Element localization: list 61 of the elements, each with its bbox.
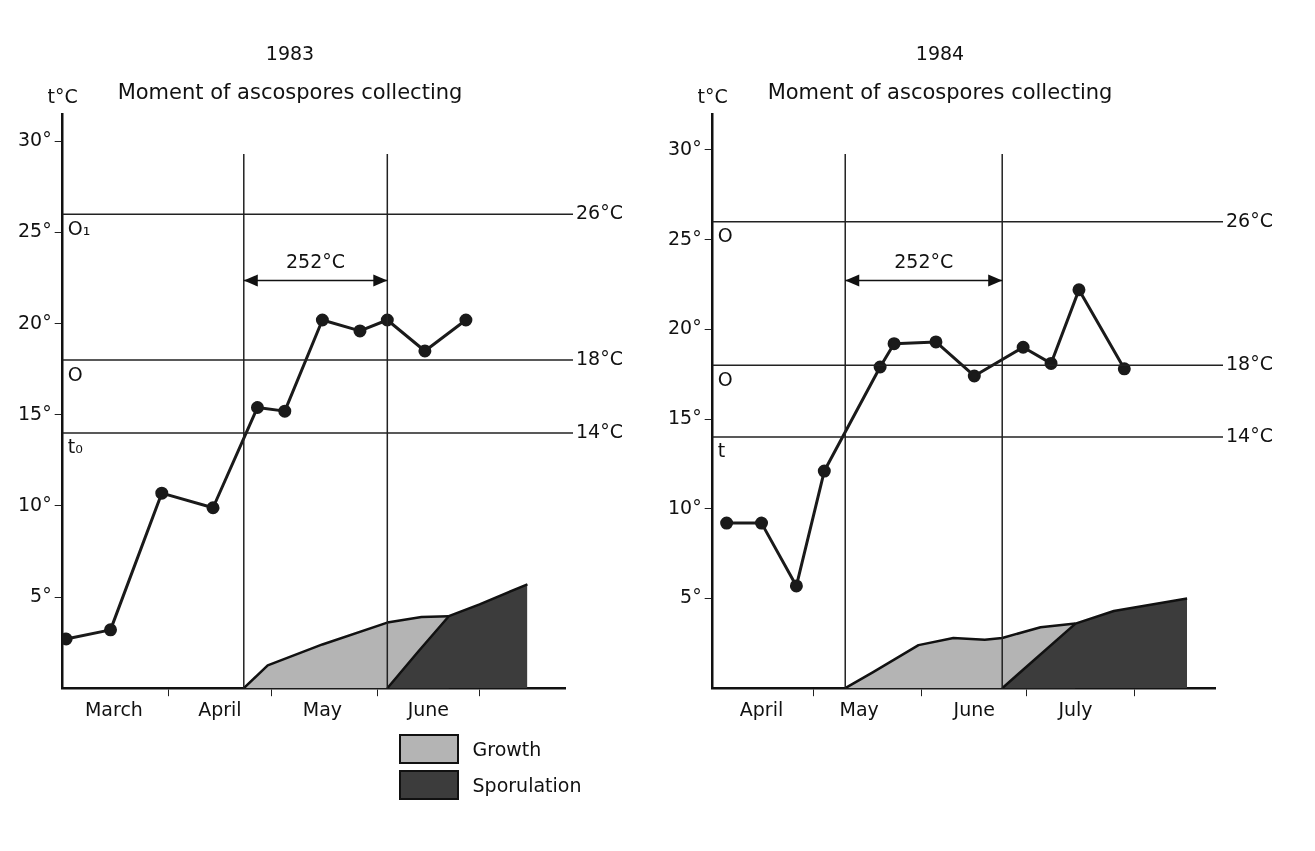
chart-subtitle: Moment of ascospores collecting bbox=[767, 79, 1113, 104]
y-tick-label: 30° bbox=[667, 136, 702, 159]
y-tick-label: 30° bbox=[17, 128, 52, 151]
ref-line-label: 26°C bbox=[1226, 208, 1273, 231]
y-axis-title: t°C bbox=[697, 85, 728, 108]
y-tick-label: 5° bbox=[30, 583, 52, 606]
point bbox=[155, 486, 169, 500]
x-tick-label: May bbox=[839, 697, 879, 720]
point bbox=[278, 404, 292, 418]
point bbox=[817, 464, 831, 478]
x-tick-label: April bbox=[198, 697, 242, 720]
point bbox=[250, 400, 264, 414]
point bbox=[353, 324, 367, 338]
ref-line-label: 18°C bbox=[576, 347, 623, 370]
legend-label: Growth bbox=[472, 738, 542, 760]
ref-line-label: 18°C bbox=[1226, 352, 1273, 375]
y-tick-label: 25° bbox=[17, 219, 52, 242]
point bbox=[206, 501, 220, 515]
chart-title: 1983 bbox=[265, 42, 315, 65]
ref-line-label: 14°C bbox=[1226, 423, 1273, 446]
point bbox=[459, 313, 473, 327]
point bbox=[967, 369, 981, 383]
x-tick-label: July bbox=[1057, 697, 1093, 720]
point bbox=[1016, 340, 1030, 354]
y-tick-label: 15° bbox=[667, 405, 702, 428]
y-tick-label: 20° bbox=[667, 316, 702, 339]
legend-label: Sporulation bbox=[472, 774, 582, 796]
y-tick-label: 20° bbox=[17, 310, 52, 333]
annotation: O bbox=[717, 224, 733, 247]
x-tick-label: March bbox=[84, 697, 143, 720]
annotation: t₀ bbox=[67, 435, 83, 458]
point bbox=[929, 335, 943, 349]
point bbox=[755, 516, 769, 530]
chart-subtitle: Moment of ascospores collecting bbox=[117, 79, 463, 104]
y-tick-label: 5° bbox=[680, 585, 702, 608]
y-tick-label: 10° bbox=[667, 495, 702, 518]
y-tick-label: 25° bbox=[667, 226, 702, 249]
point bbox=[887, 337, 901, 351]
x-tick-label: May bbox=[302, 697, 343, 720]
ref-line-label: 26°C bbox=[576, 201, 623, 224]
point bbox=[104, 623, 118, 637]
y-axis-title: t°C bbox=[47, 85, 78, 108]
annotation: 252°C bbox=[894, 249, 954, 272]
annotation: O bbox=[717, 367, 733, 390]
point bbox=[1072, 283, 1086, 297]
point bbox=[418, 344, 432, 358]
annotation: O₁ bbox=[67, 216, 91, 239]
x-tick-label: June bbox=[952, 697, 995, 720]
chart-title: 1984 bbox=[915, 42, 965, 65]
annotation: t bbox=[717, 439, 726, 462]
annotation: 252°C bbox=[286, 249, 346, 272]
point bbox=[315, 313, 329, 327]
annotation: O bbox=[67, 362, 83, 385]
point bbox=[720, 516, 734, 530]
point bbox=[380, 313, 394, 327]
x-tick-label: April bbox=[739, 697, 784, 720]
point bbox=[789, 579, 803, 593]
x-tick-label: June bbox=[406, 697, 450, 720]
y-tick-label: 10° bbox=[17, 492, 52, 515]
y-tick-label: 15° bbox=[17, 401, 52, 424]
ref-line-label: 14°C bbox=[576, 419, 623, 442]
